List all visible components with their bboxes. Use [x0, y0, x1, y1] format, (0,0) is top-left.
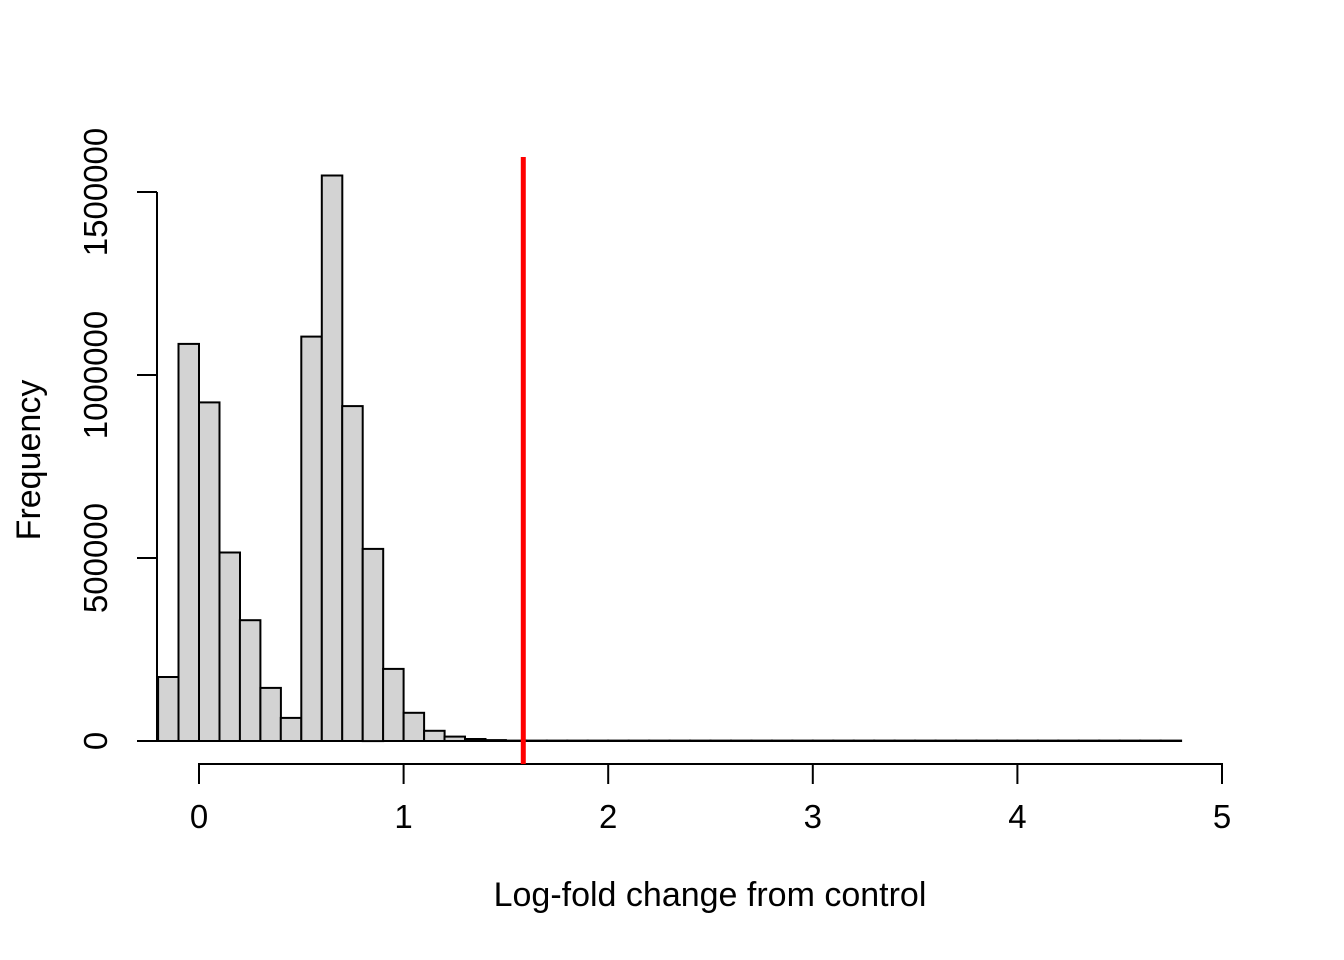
- y-axis-title: Frequency: [10, 380, 48, 541]
- histogram-bar: [238, 619, 262, 743]
- y-tick-label: 1000000: [77, 311, 114, 439]
- histogram-bar: [443, 735, 466, 742]
- x-axis-title: Log-fold change from control: [494, 876, 927, 914]
- x-tick-label: 1: [394, 798, 412, 835]
- x-tick-label: 5: [1213, 798, 1231, 835]
- histogram-bar: [198, 401, 221, 742]
- axes-layer: [137, 191, 1223, 784]
- x-tick-label: 0: [190, 798, 208, 835]
- histogram-bar: [361, 547, 385, 743]
- histogram-bar: [382, 667, 405, 743]
- histogram-bar: [218, 551, 241, 742]
- histogram-bar: [320, 174, 344, 742]
- bars-layer: [157, 174, 1183, 743]
- x-tick-label: 2: [599, 798, 617, 835]
- y-tick-label: 500000: [77, 503, 114, 613]
- histogram-bar: [300, 335, 323, 742]
- histogram-bar: [464, 738, 487, 742]
- x-tick-label: 4: [1008, 798, 1026, 835]
- histogram-bar: [484, 739, 507, 742]
- histogram-bar: [423, 729, 446, 742]
- histogram-bar: [157, 676, 180, 742]
- x-tick-label: 3: [804, 798, 822, 835]
- y-tick-label: 0: [77, 732, 114, 750]
- histogram-bar: [341, 405, 364, 742]
- tick-labels-layer: 0 500000 1000000 1500000 0 1 2 3 4 5: [77, 128, 1231, 835]
- histogram-bar: [177, 342, 200, 742]
- histogram-bar: [259, 686, 282, 743]
- histogram-bar: [402, 711, 426, 742]
- histogram-bar: [279, 716, 303, 743]
- y-tick-label: 1500000: [77, 128, 114, 256]
